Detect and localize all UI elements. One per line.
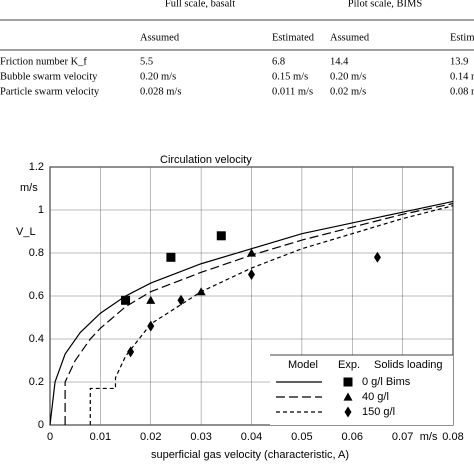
marker-triangle: [196, 287, 206, 296]
x-tick-label: 0.06: [342, 431, 363, 443]
model-line: [64, 202, 454, 425]
marker-square: [166, 252, 176, 262]
y-tick-label: 0.4: [29, 333, 44, 345]
marker-triangle: [247, 248, 256, 257]
marker-square: [343, 377, 353, 387]
legend-label: 0 g/l Bims: [362, 376, 411, 388]
legend-label: 150 g/l: [362, 406, 395, 418]
table-cell: 0.14 m/s: [450, 71, 474, 82]
marker-diamond: [147, 320, 155, 332]
table-cell: Friction number K_f: [0, 56, 87, 67]
y-tick-label: 0.2: [29, 376, 44, 388]
sub-header: Estimated: [272, 32, 315, 43]
table-cell: 0.08 m/s: [450, 86, 474, 97]
x-tick-label: 0.02: [140, 431, 161, 443]
chart-title: Circulation velocity: [160, 154, 252, 166]
table-cell: 0.20 m/s: [330, 71, 366, 82]
table-cell: 0.028 m/s: [140, 86, 181, 97]
table-cell: 0.011 m/s: [272, 86, 313, 97]
legend-label: 40 g/l: [362, 391, 389, 403]
x-axis-label: superficial gas velocity (characteristic…: [151, 449, 349, 461]
x-tick-label: 0.04: [241, 431, 262, 443]
legend-header: Exp.: [338, 359, 360, 371]
x-tick-label: 0.01: [90, 431, 111, 443]
y-tick-label: 0.6: [29, 290, 44, 302]
y-tick-label: 1.2: [29, 161, 44, 173]
y-unit: m/s: [20, 182, 38, 194]
marker-diamond: [344, 406, 352, 418]
table-cell: 0.20 m/s: [140, 71, 176, 82]
x-tick-label: 0.05: [291, 431, 312, 443]
table-cell: 6.8: [272, 56, 285, 67]
sub-header: Assumed: [140, 32, 180, 43]
marker-diamond: [248, 269, 255, 280]
x-tick-label: 0.07: [392, 431, 413, 443]
marker-triangle: [121, 295, 131, 304]
legend-header: Model: [288, 359, 318, 371]
legend-header: Solids loading: [374, 359, 443, 371]
x-tick-label: 0: [47, 431, 53, 443]
table-cell: Bubble swarm velocity: [0, 71, 98, 82]
y-tick-label: 1: [38, 204, 44, 216]
marker-triangle: [343, 392, 353, 401]
table-cell: 14.4: [330, 56, 349, 67]
marker-diamond: [127, 346, 135, 358]
table-cell: 13.9: [450, 56, 468, 67]
x-tick-label: 0.08: [442, 431, 463, 443]
y-tick-label: 0: [38, 419, 44, 431]
marker-square: [216, 231, 226, 241]
marker-diamond: [177, 294, 185, 306]
table-cell: 0.02 m/s: [330, 86, 366, 97]
table-cell: 5.5: [140, 56, 153, 67]
marker-diamond: [373, 251, 381, 263]
y-tick-label: 0.8: [29, 247, 44, 259]
sub-header: Estimated: [450, 32, 474, 43]
sub-header: Assumed: [330, 32, 370, 43]
marker-triangle: [146, 295, 156, 304]
model-line: [49, 200, 454, 426]
group-header: Full scale, basalt: [165, 0, 235, 9]
x-tick-label: 0.03: [190, 431, 211, 443]
y-axis-label: V_L: [16, 226, 36, 238]
table-cell: 0.15 m/s: [272, 71, 308, 82]
x-unit: m/s: [420, 431, 438, 443]
table-cell: Particle swarm velocity: [0, 86, 100, 97]
model-line: [89, 205, 454, 425]
group-header: Pilot scale, BIMS: [348, 0, 423, 9]
legend-box: [270, 355, 453, 425]
